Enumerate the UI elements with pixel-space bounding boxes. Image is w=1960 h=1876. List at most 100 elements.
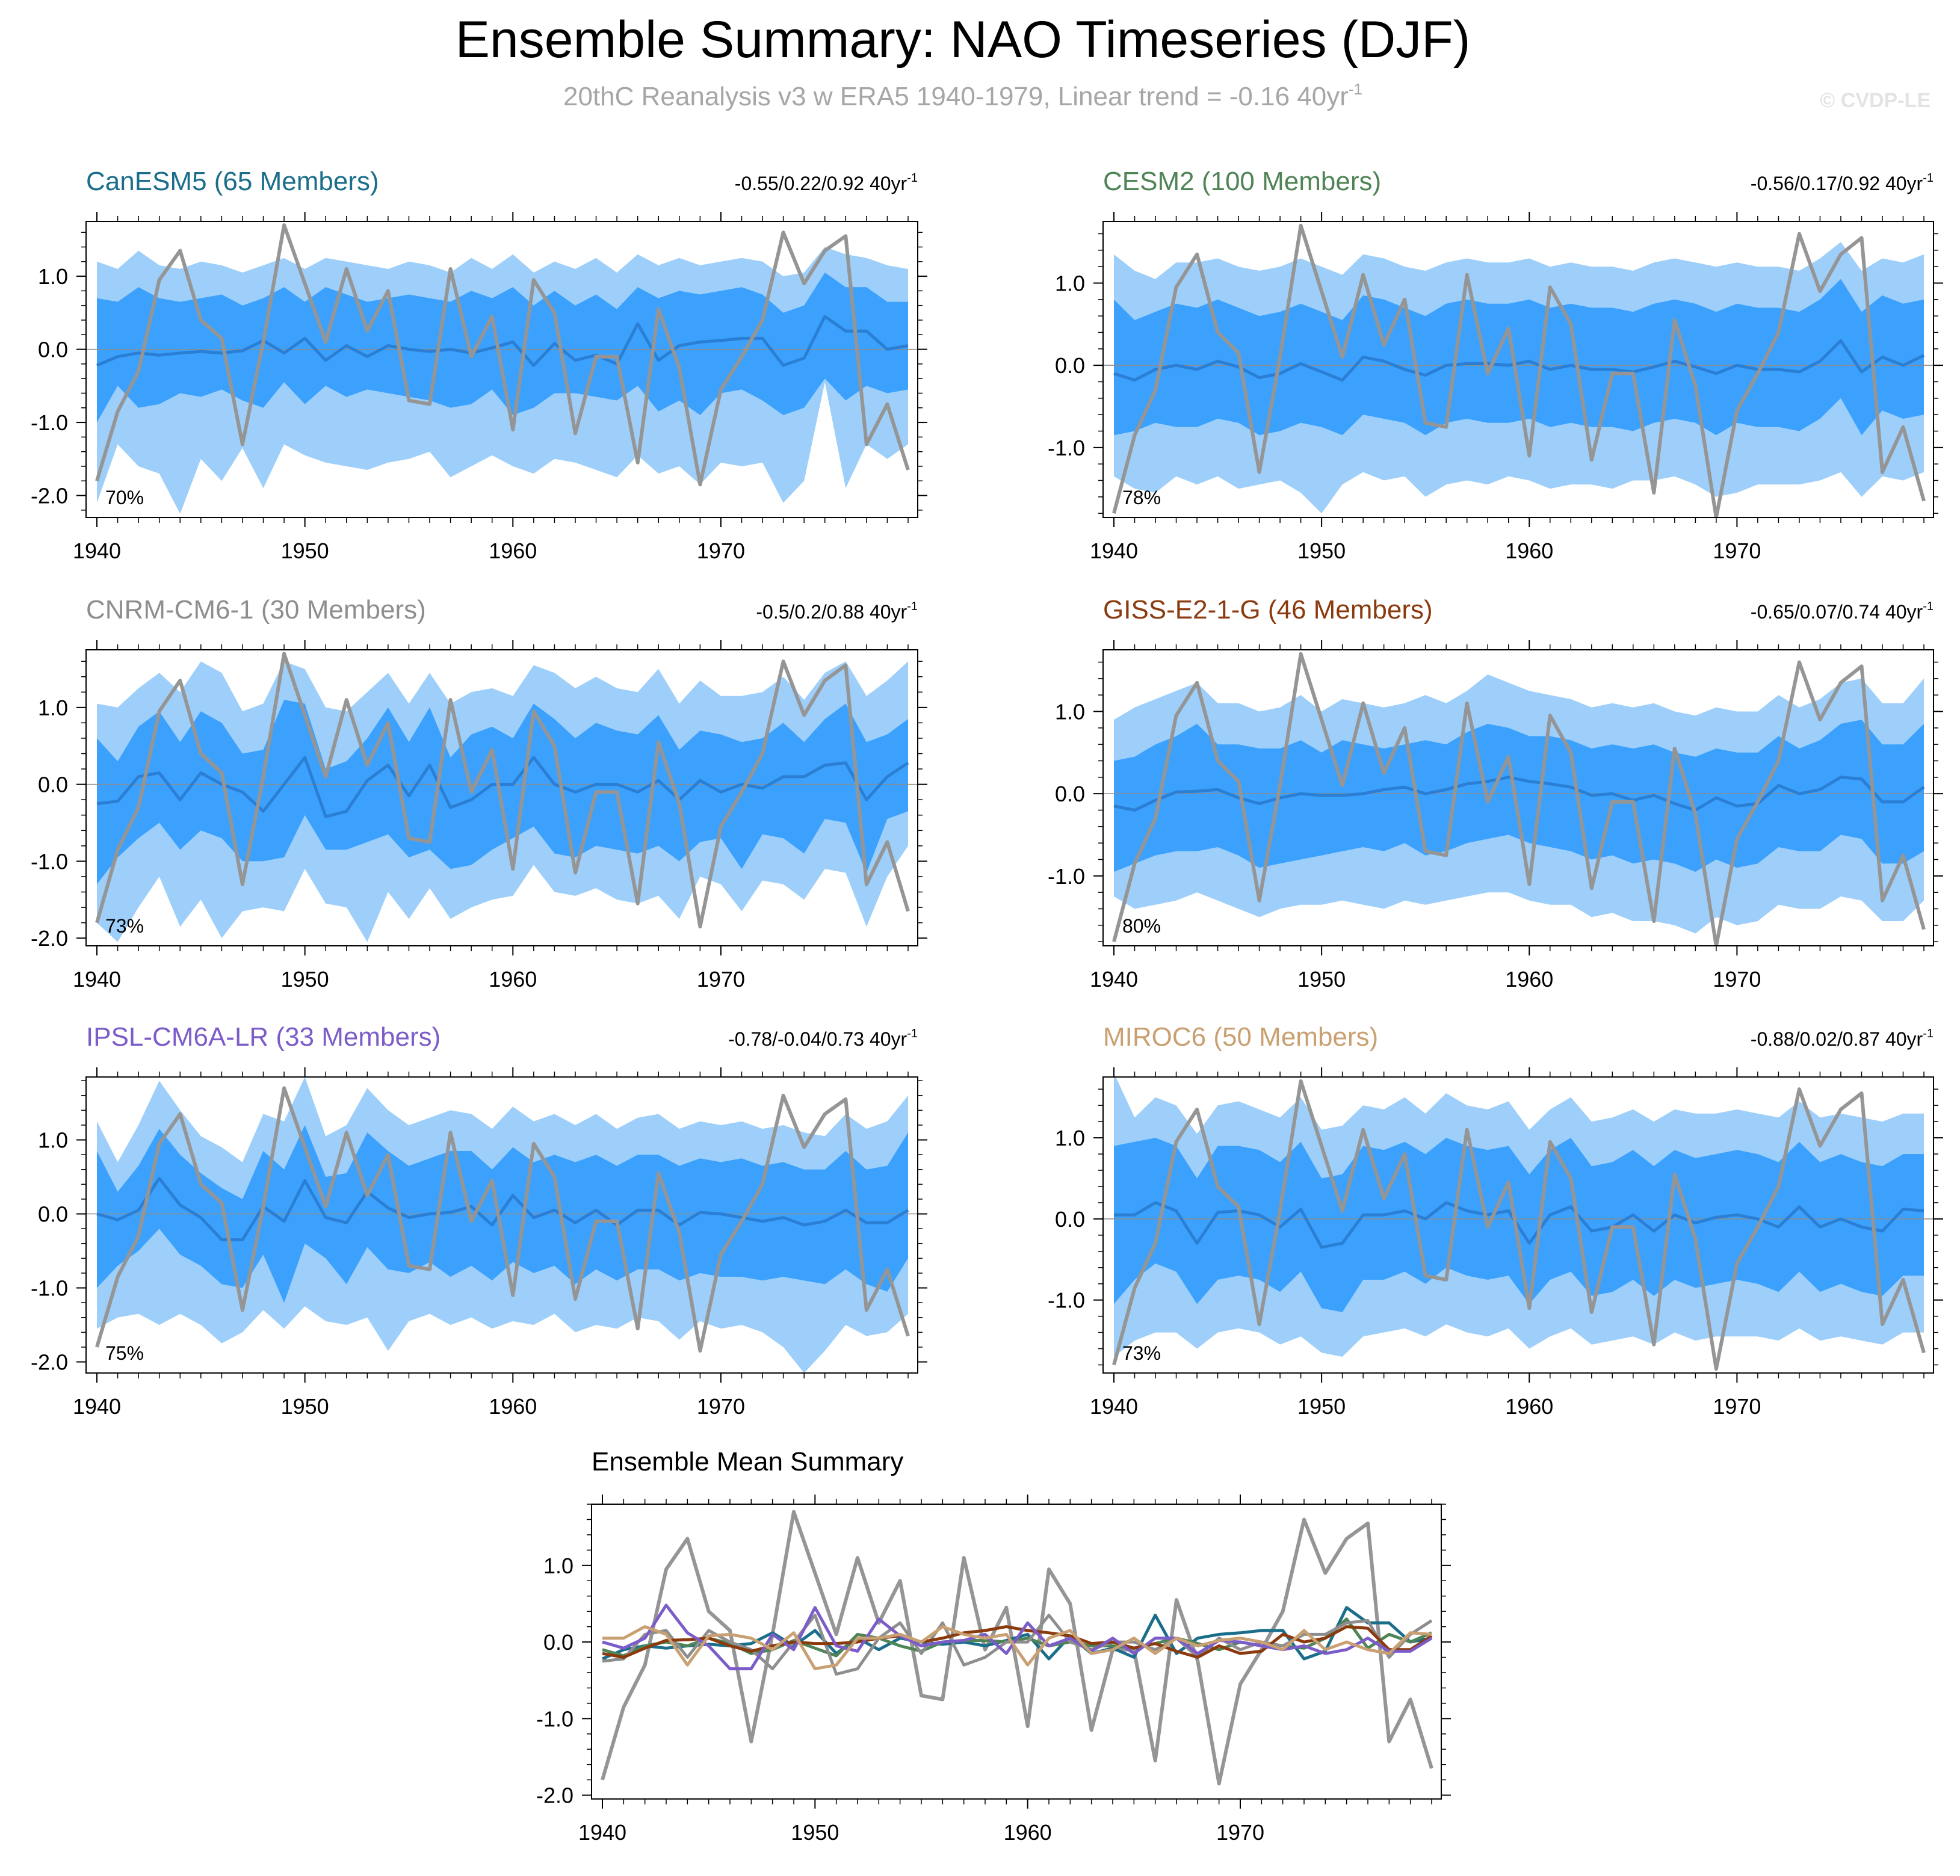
trend-value: -0.55/0.22/0.92 40yr xyxy=(735,173,907,194)
percent-label-giss-e2-1-g: 80% xyxy=(1122,915,1161,937)
panel-plot-area xyxy=(1103,1077,1934,1371)
cesm2-ytick-label: -1.0 xyxy=(1048,436,1085,460)
miroc6-xtick-label: 1940 xyxy=(1090,1394,1138,1419)
summary-ytick-label: -2.0 xyxy=(536,1783,573,1808)
inner-range-band xyxy=(1114,720,1924,872)
summary-xtick-label: 1960 xyxy=(1004,1820,1052,1845)
trend-value: -0.78/-0.04/0.73 40yr xyxy=(728,1028,907,1050)
summary-xtick-label: 1970 xyxy=(1216,1820,1264,1845)
cnrm-cm6-1-ytick-label: 1.0 xyxy=(38,696,68,720)
miroc6-xtick-label: 1950 xyxy=(1297,1394,1346,1419)
cnrm-cm6-1-xtick-label: 1950 xyxy=(281,967,329,992)
cesm2-xtick-label: 1950 xyxy=(1297,538,1346,563)
inner-range-band xyxy=(1114,279,1924,436)
giss-e2-1-g-xtick-label: 1960 xyxy=(1505,967,1553,992)
percent-label-canesm5: 70% xyxy=(105,487,144,508)
giss-e2-1-g-ytick-label: 1.0 xyxy=(1055,700,1085,724)
summary-ytick-label: 0.0 xyxy=(543,1630,573,1655)
summary-ytick-label: 1.0 xyxy=(543,1554,573,1578)
panel-plot-area xyxy=(1103,652,1934,946)
watermark: © CVDP-LE xyxy=(1820,89,1931,112)
miroc6-ytick-label: -1.0 xyxy=(1048,1288,1085,1313)
figure-subtitle-text: 20thC Reanalysis v3 w ERA5 1940-1979, Li… xyxy=(563,82,1349,111)
percent-label-miroc6: 73% xyxy=(1122,1342,1161,1364)
giss-e2-1-g-xtick-label: 1970 xyxy=(1713,967,1761,992)
inner-range-band xyxy=(97,273,908,423)
giss-e2-1-g-xtick-label: 1950 xyxy=(1297,967,1346,992)
panel-plot-area xyxy=(1103,223,1934,517)
trend-value: -0.5/0.2/0.88 40yr xyxy=(756,601,907,623)
percent-label-cnrm-cm6-1: 73% xyxy=(105,915,144,937)
cesm2-xtick-label: 1970 xyxy=(1713,538,1761,563)
trend-text-giss-e2-1-g: -0.65/0.07/0.74 40yr-1 xyxy=(1751,600,1934,623)
summary-plot-area xyxy=(601,1510,1433,1786)
trend-text-canesm5: -0.55/0.22/0.92 40yr-1 xyxy=(735,171,918,194)
trend-sup: -1 xyxy=(907,600,918,613)
panel-title-canesm5: CanESM5 (65 Members) xyxy=(86,167,379,196)
trend-text-miroc6: -0.88/0.02/0.87 40yr-1 xyxy=(1751,1027,1934,1050)
ensemble-mean-line xyxy=(96,315,909,367)
miroc6-ytick-label: 0.0 xyxy=(1055,1207,1085,1232)
cnrm-cm6-1-xtick-label: 1940 xyxy=(73,967,121,992)
ipsl-cm6a-lr-plot-frame xyxy=(85,1076,918,1374)
trend-text-cesm2: -0.56/0.17/0.92 40yr-1 xyxy=(1751,171,1934,194)
cnrm-cm6-1-xtick-label: 1970 xyxy=(697,967,745,992)
ipsl-cm6a-lr-ytick-label: 0.0 xyxy=(38,1202,68,1227)
ipsl-cm6a-lr-xtick-label: 1960 xyxy=(489,1394,537,1419)
trend-value: -0.56/0.17/0.92 40yr xyxy=(1751,173,1923,194)
panel-title-giss-e2-1-g: GISS-E2-1-G (46 Members) xyxy=(1103,595,1433,625)
panel-plot-area xyxy=(86,223,918,514)
panel-title-ipsl-cm6a-lr: IPSL-CM6A-LR (33 Members) xyxy=(86,1022,441,1052)
giss-e2-1-g-plot-frame xyxy=(1102,649,1934,946)
ensemble-mean-line xyxy=(1113,339,1925,382)
panel-miroc6: 1.0 0.0 -1.0 1940 1950 1960 1970 MIROC6 (50 Mem… xyxy=(1048,1022,1943,1419)
ensemble-mean-line xyxy=(96,1177,909,1242)
cnrm-cm6-1-ytick-label: -1.0 xyxy=(31,849,68,874)
panel-title-miroc6: MIROC6 (50 Members) xyxy=(1103,1022,1378,1052)
ensemble-mean-line xyxy=(96,756,909,818)
canesm5-xtick-label: 1970 xyxy=(697,538,745,563)
percent-label-ipsl-cm6a-lr: 75% xyxy=(105,1342,144,1364)
canesm5-ytick-label: -2.0 xyxy=(31,484,68,508)
panel-title-cesm2: CESM2 (100 Members) xyxy=(1103,167,1381,196)
panel-cesm2: 1.0 0.0 -1.0 1940 1950 1960 1970 CESM2 (100 Mem… xyxy=(1048,167,1943,563)
observed-line xyxy=(95,652,910,929)
canesm5-ytick-label: 1.0 xyxy=(38,264,68,289)
panel-plot-area xyxy=(86,652,918,942)
cesm2-xtick-label: 1960 xyxy=(1505,538,1553,563)
canesm5-xtick-label: 1940 xyxy=(73,538,121,563)
summary-mean-line-ipsl-cm6a-lr xyxy=(602,1603,1433,1671)
observed-line xyxy=(1112,652,1926,946)
summary-title: Ensemble Mean Summary xyxy=(592,1447,903,1476)
canesm5-xtick-label: 1950 xyxy=(281,538,329,563)
ensemble-mean-line xyxy=(1114,1201,1924,1249)
figure-subtitle: 20thC Reanalysis v3 w ERA5 1940-1979, Li… xyxy=(563,80,1362,111)
trend-sup: -1 xyxy=(907,171,918,185)
summary-ytick-label: -1.0 xyxy=(536,1706,573,1731)
giss-e2-1-g-ytick-label: -1.0 xyxy=(1048,864,1085,889)
trend-value: -0.65/0.07/0.74 40yr xyxy=(1751,601,1923,623)
miroc6-xtick-label: 1970 xyxy=(1713,1394,1761,1419)
summary-mean-line-miroc6 xyxy=(602,1625,1432,1671)
observed-line xyxy=(1112,1079,1926,1371)
giss-e2-1-g-ytick-label: 0.0 xyxy=(1055,782,1085,806)
panel-giss-e2-1-g: 1.0 0.0 -1.0 1940 1950 1960 1970 GISS-E2-1-G (4… xyxy=(1048,595,1943,992)
cesm2-xtick-label: 1940 xyxy=(1090,538,1138,563)
trend-sup: -1 xyxy=(1923,171,1934,185)
inner-range-band xyxy=(97,700,908,884)
ipsl-cm6a-lr-xtick-label: 1940 xyxy=(73,1394,121,1419)
observed-line xyxy=(1112,223,1926,517)
summary-observed-line xyxy=(601,1510,1433,1786)
canesm5-xtick-label: 1960 xyxy=(489,538,537,563)
cnrm-cm6-1-ytick-label: -2.0 xyxy=(31,926,68,951)
ipsl-cm6a-lr-xtick-label: 1970 xyxy=(697,1394,745,1419)
canesm5-plot-frame xyxy=(85,221,918,518)
panel-plot-area xyxy=(86,1077,918,1373)
trend-sup: -1 xyxy=(907,1027,918,1040)
summary-xtick-label: 1940 xyxy=(578,1820,626,1845)
ipsl-cm6a-lr-ytick-label: 1.0 xyxy=(38,1128,68,1153)
